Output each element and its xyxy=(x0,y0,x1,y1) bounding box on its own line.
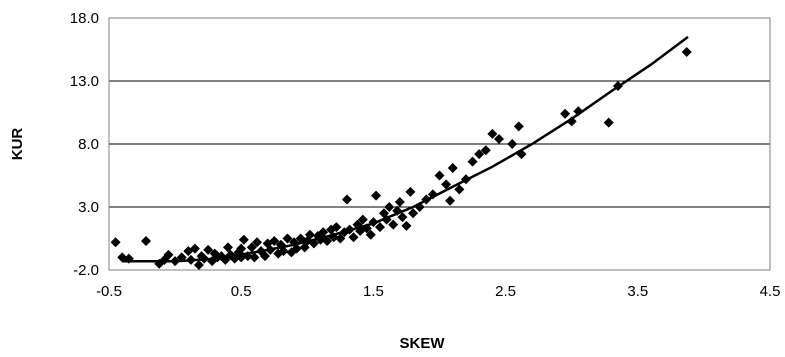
data-point xyxy=(493,133,504,144)
data-point xyxy=(388,219,399,230)
data-point xyxy=(445,195,456,206)
data-point xyxy=(681,47,692,58)
data-point xyxy=(421,194,432,205)
data-point xyxy=(269,236,280,247)
data-point xyxy=(566,116,577,127)
x-axis-title: SKEW xyxy=(400,335,446,352)
y-axis-title: KUR xyxy=(9,128,26,161)
data-point xyxy=(308,238,319,249)
x-axis-tick-labels: -0.5 0.5 1.5 2.5 3.5 4.5 xyxy=(96,283,780,300)
data-point xyxy=(612,81,623,92)
x-tick-label: 0.5 xyxy=(231,283,252,300)
data-point xyxy=(322,236,333,247)
y-tick-label: -2.0 xyxy=(73,262,99,279)
data-point xyxy=(365,229,376,240)
data-point xyxy=(375,222,386,233)
data-point xyxy=(434,170,445,181)
data-point xyxy=(447,162,458,173)
data-point xyxy=(238,234,249,245)
data-point xyxy=(291,243,302,254)
data-point xyxy=(371,190,382,201)
data-point xyxy=(381,214,392,225)
data-point xyxy=(361,223,372,234)
data-point xyxy=(331,222,342,233)
data-point xyxy=(487,128,498,139)
data-point xyxy=(573,106,584,117)
data-point xyxy=(454,184,465,195)
data-point xyxy=(341,194,352,205)
data-point xyxy=(259,251,270,262)
y-tick-label: 8.0 xyxy=(78,136,99,153)
y-tick-label: 13.0 xyxy=(70,73,99,90)
data-point xyxy=(427,189,438,200)
data-point xyxy=(348,232,359,243)
x-tick-label: 4.5 xyxy=(760,283,781,300)
data-point xyxy=(357,214,368,225)
data-point xyxy=(408,208,419,219)
data-point xyxy=(252,237,263,248)
data-point xyxy=(328,232,339,243)
data-point xyxy=(414,202,425,212)
data-point xyxy=(474,149,485,160)
data-point xyxy=(176,252,187,263)
data-point xyxy=(203,244,214,255)
data-point xyxy=(236,243,247,254)
data-point xyxy=(249,252,260,263)
data-point xyxy=(560,108,571,119)
data-point xyxy=(441,179,452,190)
data-point xyxy=(318,227,329,238)
data-point xyxy=(282,233,293,244)
data-point xyxy=(222,242,233,253)
data-point xyxy=(123,253,134,264)
data-point xyxy=(141,236,152,247)
data-point xyxy=(236,252,247,263)
data-point xyxy=(405,186,416,197)
data-point xyxy=(516,149,527,160)
data-point xyxy=(603,117,614,128)
x-tick-label: 2.5 xyxy=(495,283,516,300)
data-point xyxy=(110,237,121,248)
data-point xyxy=(242,251,253,262)
data-point xyxy=(229,253,240,264)
data-point xyxy=(507,139,518,149)
data-point xyxy=(397,212,408,223)
data-point xyxy=(278,246,289,257)
plot-area-frame xyxy=(108,17,771,271)
x-tick-label: 3.5 xyxy=(627,283,648,300)
data-point xyxy=(220,254,231,265)
data-point xyxy=(170,256,181,267)
data-point xyxy=(304,229,315,240)
data-point xyxy=(185,254,196,265)
y-tick-label: 18.0 xyxy=(70,10,99,27)
data-point xyxy=(315,234,326,245)
data-point xyxy=(394,196,405,207)
y-axis-tick-labels: -2.0 3.0 8.0 13.0 18.0 xyxy=(70,10,99,279)
data-point xyxy=(246,242,257,253)
data-point xyxy=(401,220,412,231)
data-point xyxy=(265,244,276,255)
data-point xyxy=(467,156,478,167)
data-point xyxy=(335,233,346,244)
x-tick-label: 1.5 xyxy=(363,283,384,300)
data-point xyxy=(513,121,524,132)
data-point xyxy=(368,217,379,228)
data-point xyxy=(189,243,200,254)
x-tick-label: -0.5 xyxy=(96,283,122,300)
data-point xyxy=(384,202,395,212)
data-point xyxy=(199,253,210,264)
data-point xyxy=(193,259,204,270)
data-point xyxy=(163,249,174,260)
y-tick-label: 3.0 xyxy=(78,199,99,216)
data-point xyxy=(460,174,471,185)
data-points-layer xyxy=(110,47,692,270)
data-point xyxy=(480,145,491,156)
data-point xyxy=(392,205,403,216)
data-point xyxy=(344,224,355,235)
data-point xyxy=(117,252,128,263)
